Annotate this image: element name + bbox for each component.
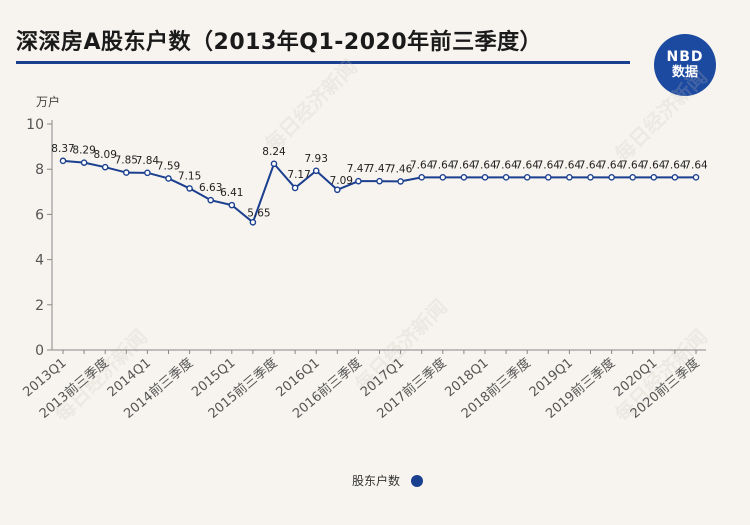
data-point — [587, 174, 594, 181]
data-label: 7.64 — [558, 159, 582, 171]
data-label: 7.64 — [600, 159, 624, 171]
y-axis-label: 万户 — [36, 94, 60, 109]
data-label: 7.64 — [431, 159, 455, 171]
data-label: 7.64 — [473, 159, 497, 171]
y-tick-label: 2 — [35, 298, 44, 314]
y-tick-label: 8 — [35, 162, 44, 178]
data-point — [523, 174, 531, 181]
data-label: 7.47 — [368, 163, 391, 175]
y-tick-label: 6 — [35, 207, 44, 223]
data-point — [165, 175, 172, 182]
y-tick-label: 4 — [35, 253, 44, 269]
data-point — [291, 184, 299, 192]
data-label: 6.41 — [220, 187, 243, 199]
data-point — [566, 174, 573, 181]
data-point — [59, 157, 67, 165]
data-point — [629, 174, 637, 181]
data-label: 7.85 — [115, 155, 138, 167]
data-point — [249, 219, 257, 226]
data-point — [692, 174, 700, 181]
data-label: 7.64 — [410, 159, 434, 171]
data-point — [355, 177, 362, 185]
data-label: 8.29 — [72, 145, 95, 157]
data-label: 8.37 — [51, 143, 74, 155]
data-point — [333, 186, 341, 194]
data-label: 8.24 — [262, 146, 286, 158]
legend-marker — [411, 475, 423, 487]
data-point — [502, 174, 510, 181]
data-label: 7.93 — [305, 153, 328, 165]
y-tick-label: 10 — [26, 117, 44, 133]
data-label: 7.17 — [287, 169, 310, 181]
data-label: 8.09 — [94, 149, 117, 161]
data-point — [228, 201, 236, 209]
data-label: 7.15 — [178, 170, 201, 182]
data-label: 7.59 — [157, 160, 180, 172]
data-point — [481, 174, 489, 181]
data-point — [418, 174, 426, 181]
logo-text-top: NBD — [666, 49, 704, 65]
data-label: 7.64 — [579, 159, 603, 171]
data-label: 7.46 — [389, 163, 413, 175]
y-tick-label: 0 — [35, 343, 44, 359]
data-point — [80, 159, 88, 166]
data-point — [207, 196, 214, 204]
data-point — [123, 169, 130, 176]
data-label: 7.64 — [621, 159, 645, 171]
data-label: 7.84 — [136, 155, 160, 167]
data-point — [650, 174, 658, 181]
nbd-logo: NBD 数据 — [654, 34, 716, 96]
data-label: 7.64 — [516, 159, 540, 171]
data-label: 7.64 — [537, 159, 561, 171]
data-point — [460, 174, 468, 181]
data-point — [376, 177, 383, 185]
data-point — [397, 178, 404, 185]
data-label: 7.09 — [330, 175, 353, 187]
data-label: 7.64 — [684, 159, 708, 171]
data-point — [101, 163, 109, 171]
data-label: 6.63 — [199, 182, 222, 194]
data-point — [608, 174, 615, 181]
chart-title: 深深房A股东户数（2013年Q1-2020年前三季度） — [16, 30, 543, 55]
data-label: 7.64 — [494, 159, 518, 171]
data-point — [144, 169, 151, 177]
data-point — [312, 167, 320, 175]
legend-label: 股东户数 — [352, 473, 400, 488]
title-underline — [16, 61, 630, 64]
data-label: 7.64 — [663, 159, 687, 171]
data-label: 5.65 — [247, 207, 270, 219]
data-point — [439, 174, 447, 181]
data-point — [270, 160, 278, 168]
data-label: 7.47 — [347, 163, 370, 175]
logo-text-bottom: 数据 — [671, 65, 698, 80]
data-label: 7.64 — [452, 159, 476, 171]
data-point — [671, 174, 679, 181]
data-point — [545, 174, 552, 181]
data-label: 7.64 — [642, 159, 666, 171]
data-point — [186, 185, 193, 192]
